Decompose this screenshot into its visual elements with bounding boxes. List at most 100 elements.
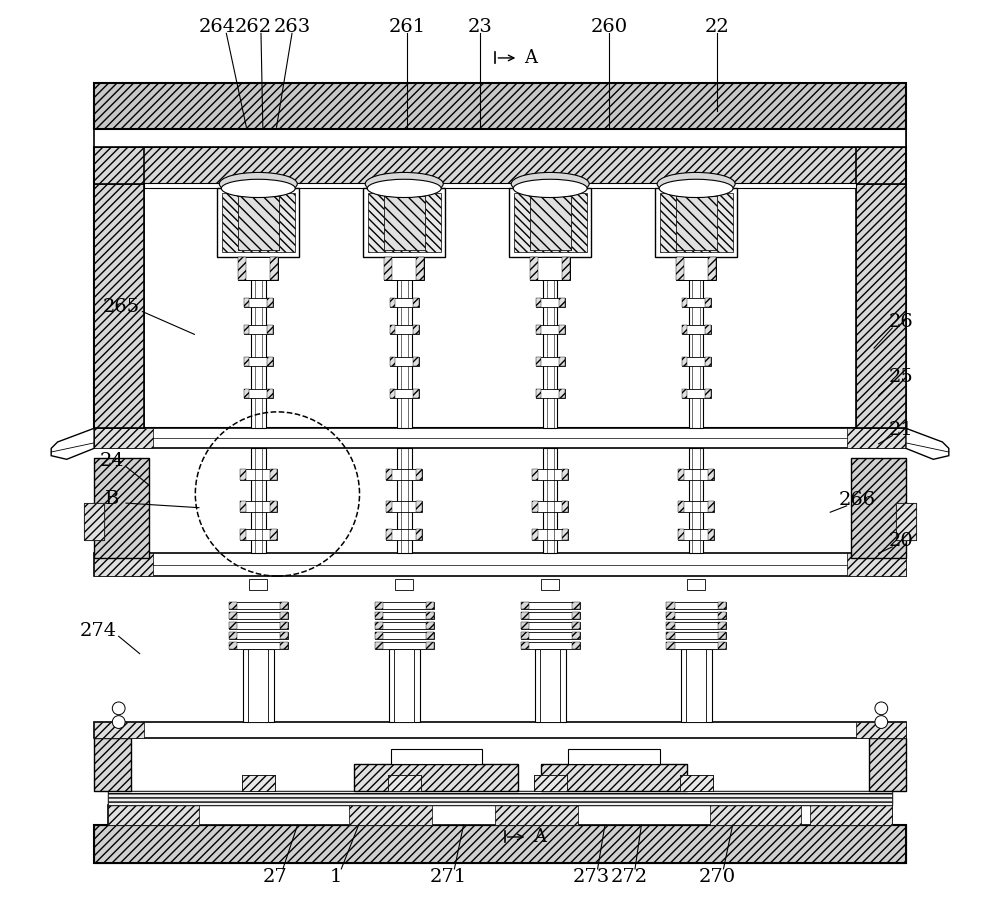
Bar (536, 389, 565, 398)
Bar (280, 631, 288, 639)
Bar (718, 631, 726, 639)
Bar (851, 458, 906, 558)
Bar (543, 448, 557, 554)
Text: 263: 263 (273, 18, 311, 36)
Bar (896, 503, 916, 540)
Text: 272: 272 (611, 868, 648, 886)
Bar (94, 825, 906, 864)
Text: 24: 24 (100, 452, 125, 470)
Bar (666, 621, 726, 629)
Bar (229, 641, 288, 649)
Bar (869, 738, 906, 791)
Bar (386, 501, 392, 512)
Bar (532, 529, 538, 540)
Bar (94, 722, 144, 738)
Bar (390, 389, 395, 398)
Bar (847, 554, 906, 576)
Bar (390, 325, 419, 334)
Bar (705, 298, 711, 307)
Bar (541, 764, 687, 791)
Bar (413, 389, 419, 398)
Bar (536, 389, 541, 398)
Bar (682, 389, 711, 398)
Bar (386, 469, 422, 480)
Bar (248, 649, 268, 722)
Bar (521, 602, 580, 608)
Bar (426, 602, 434, 608)
Bar (375, 641, 383, 649)
Bar (666, 641, 675, 649)
Bar (521, 641, 580, 649)
Bar (386, 501, 422, 512)
Text: 20: 20 (889, 533, 914, 551)
Bar (655, 188, 737, 257)
Bar (416, 469, 422, 480)
Text: 274: 274 (80, 622, 117, 640)
Bar (562, 529, 568, 540)
Bar (530, 196, 571, 250)
Bar (536, 325, 541, 334)
Bar (572, 602, 580, 608)
Bar (270, 529, 277, 540)
Bar (94, 825, 906, 864)
Bar (666, 611, 675, 619)
Bar (94, 83, 906, 129)
Bar (572, 611, 580, 619)
Bar (896, 503, 916, 540)
Bar (270, 501, 277, 512)
Bar (144, 183, 856, 188)
Bar (426, 611, 434, 619)
Bar (847, 428, 906, 448)
Bar (682, 325, 711, 334)
Bar (705, 325, 711, 334)
Bar (532, 501, 568, 512)
Bar (676, 257, 684, 280)
Bar (535, 649, 566, 722)
Bar (394, 649, 414, 722)
Bar (514, 193, 587, 253)
Bar (240, 529, 246, 540)
Bar (280, 641, 288, 649)
Bar (238, 257, 246, 280)
Bar (521, 631, 580, 639)
Bar (390, 298, 395, 307)
Ellipse shape (513, 179, 587, 198)
Bar (710, 805, 801, 825)
Bar (680, 775, 713, 791)
Bar (280, 611, 288, 619)
Bar (416, 529, 422, 540)
Bar (229, 611, 237, 619)
Circle shape (112, 716, 125, 728)
Bar (534, 775, 567, 791)
Text: 261: 261 (388, 18, 426, 36)
Bar (368, 193, 441, 253)
Bar (678, 469, 714, 480)
Bar (249, 579, 267, 590)
Bar (521, 621, 580, 629)
Bar (395, 579, 413, 590)
Bar (689, 257, 703, 428)
Text: 25: 25 (889, 368, 914, 386)
Bar (680, 775, 713, 791)
Bar (530, 196, 571, 250)
Bar (349, 805, 432, 825)
Bar (666, 631, 726, 639)
Bar (240, 469, 246, 480)
Bar (676, 196, 717, 250)
Bar (856, 722, 906, 738)
Bar (94, 147, 906, 184)
Bar (532, 529, 568, 540)
Bar (229, 602, 288, 608)
Bar (251, 448, 266, 554)
Bar (568, 749, 660, 764)
Bar (718, 602, 726, 608)
Bar (375, 631, 434, 639)
Text: 273: 273 (573, 868, 610, 886)
Bar (562, 257, 570, 280)
Text: 270: 270 (699, 868, 736, 886)
Bar (240, 529, 277, 540)
Bar (532, 469, 538, 480)
Bar (238, 257, 278, 280)
Bar (375, 602, 383, 608)
Bar (532, 501, 538, 512)
